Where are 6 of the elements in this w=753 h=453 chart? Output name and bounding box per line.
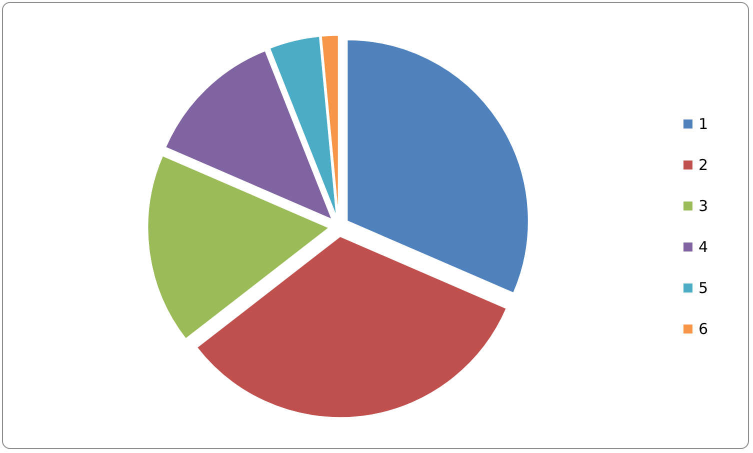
- legend-label: 4: [698, 238, 708, 256]
- legend-label: 1: [698, 115, 708, 133]
- legend-label: 6: [698, 320, 708, 338]
- legend-label: 2: [698, 156, 708, 174]
- legend-label: 5: [698, 279, 708, 297]
- legend-label: 3: [698, 197, 708, 215]
